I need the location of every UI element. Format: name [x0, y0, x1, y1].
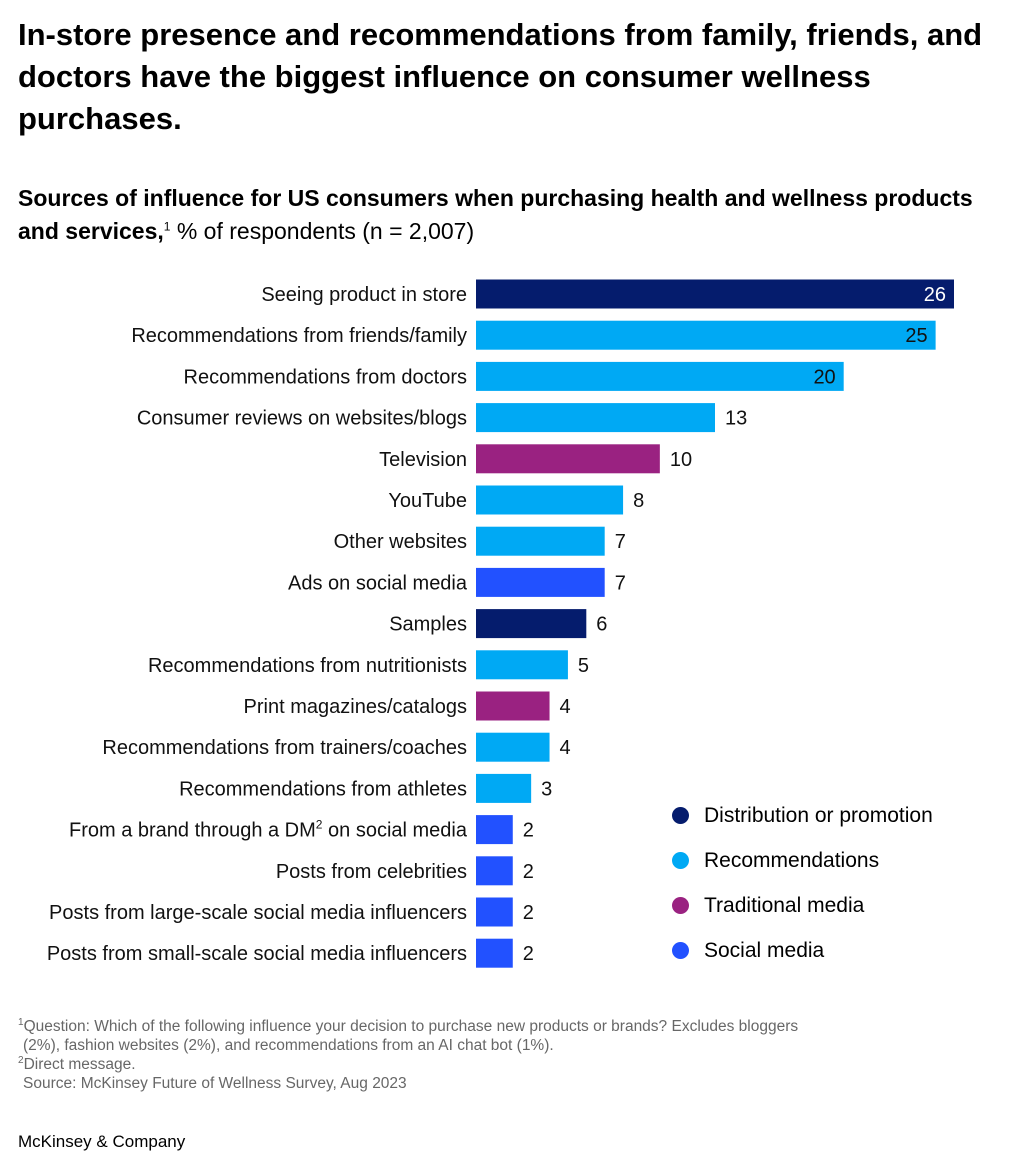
bar: [476, 732, 550, 762]
legend-dot-social: [672, 942, 689, 959]
legend-label-traditional: Traditional media: [704, 893, 865, 917]
value-label: 2: [523, 943, 534, 965]
source-note: Source: McKinsey Future of Wellness Surv…: [18, 1074, 1018, 1093]
footnote-1-line1: Question: Which of the following influen…: [23, 1018, 799, 1035]
footnote-1: 1Question: Which of the following influe…: [18, 1017, 1018, 1036]
category-label: Ads on social media: [288, 572, 468, 594]
chart-subtitle: Sources of influence for US consumers wh…: [18, 182, 1018, 248]
bar: [476, 320, 936, 350]
subtitle-bold: Sources of influence for US consumers wh…: [18, 185, 973, 244]
category-label: Recommendations from trainers/coaches: [102, 737, 467, 759]
legend-dot-traditional: [672, 897, 689, 914]
footnote-1-line2: (2%), fashion websites (2%), and recomme…: [23, 1037, 554, 1054]
bar: [476, 279, 954, 309]
value-label: 3: [541, 778, 552, 800]
category-label: Recommendations from doctors: [184, 366, 467, 388]
category-label: From a brand through a DM2 on social med…: [69, 818, 468, 842]
bar: [476, 609, 587, 639]
legend-label-recommendations: Recommendations: [704, 848, 880, 872]
value-label: 2: [523, 902, 534, 924]
category-label: Television: [379, 449, 467, 471]
legend-label-distribution: Distribution or promotion: [704, 803, 933, 827]
legend-item-recommendations: Recommendations: [672, 838, 933, 883]
value-label: 4: [560, 696, 571, 718]
chart-title: In-store presence and recommendations fr…: [18, 17, 983, 136]
category-label: Samples: [389, 614, 467, 636]
value-label: 6: [596, 614, 607, 636]
bar-chart: Seeing product in store 26Recommendations…: [47, 279, 954, 968]
value-label: 13: [725, 408, 747, 430]
footnote-2-mark: 2: [18, 1054, 24, 1066]
bar: [476, 815, 513, 845]
category-label: Consumer reviews on websites/blogs: [137, 408, 467, 430]
bar: [476, 650, 568, 680]
bar: [476, 567, 605, 597]
footnote-1-cont: (2%), fashion websites (2%), and recomme…: [18, 1036, 1018, 1055]
bar: [476, 361, 844, 391]
value-label: 8: [633, 490, 644, 512]
legend: Distribution or promotion Recommendation…: [672, 793, 933, 973]
bar: [476, 938, 513, 968]
legend-dot-distribution: [672, 807, 689, 824]
bar: [476, 444, 660, 474]
value-label: 5: [578, 655, 589, 677]
category-label: Print magazines/catalogs: [244, 696, 467, 718]
source-text: Source: McKinsey Future of Wellness Surv…: [23, 1075, 407, 1092]
value-label: 26: [924, 284, 946, 306]
bar: [476, 403, 715, 433]
value-label: 25: [905, 325, 927, 347]
legend-item-traditional: Traditional media: [672, 883, 933, 928]
footnote-1-mark: 1: [18, 1016, 24, 1028]
bar: [476, 773, 532, 803]
footnote-2-text: Direct message.: [23, 1056, 136, 1073]
subtitle-footnote-mark: 1: [163, 219, 171, 234]
category-label: Other websites: [334, 531, 467, 553]
legend-item-distribution: Distribution or promotion: [672, 793, 933, 838]
value-label: 2: [523, 820, 534, 842]
value-label: 20: [813, 366, 835, 388]
bar: [476, 897, 513, 927]
value-label: 4: [560, 737, 571, 759]
category-label: YouTube: [388, 490, 467, 512]
category-label: Posts from large-scale social media infl…: [49, 902, 467, 924]
category-label: Posts from celebrities: [276, 861, 467, 883]
legend-dot-recommendations: [672, 852, 689, 869]
category-label: Seeing product in store: [261, 284, 467, 306]
bar: [476, 691, 550, 721]
bar: [476, 485, 624, 515]
legend-label-social: Social media: [704, 938, 825, 962]
legend-item-social: Social media: [672, 928, 933, 973]
category-label: Recommendations from nutritionists: [148, 655, 467, 677]
value-label: 7: [615, 572, 626, 594]
bar: [476, 526, 605, 556]
value-label: 2: [523, 861, 534, 883]
bar: [476, 856, 513, 886]
category-label: Recommendations from athletes: [179, 778, 467, 800]
category-label: Posts from small-scale social media infl…: [47, 943, 467, 965]
value-label: 7: [615, 531, 626, 553]
value-label: 10: [670, 449, 692, 471]
category-label: Recommendations from friends/family: [131, 325, 467, 347]
footnotes: 1Question: Which of the following influe…: [18, 1017, 1018, 1093]
subtitle-unit: % of respondents (n = 2,007): [170, 218, 475, 244]
brand-logo-text: McKinsey & Company: [18, 1132, 186, 1151]
footnote-2: 2Direct message.: [18, 1055, 1018, 1074]
